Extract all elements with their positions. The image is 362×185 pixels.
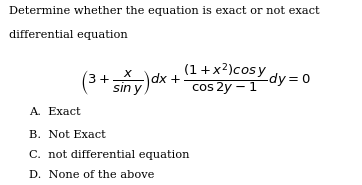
Text: D.  None of the above: D. None of the above <box>29 170 154 180</box>
Text: B.  Not Exact: B. Not Exact <box>29 130 106 139</box>
Text: $\left(3+\dfrac{x}{sin\,y}\right)dx+\dfrac{(1+x^2)cos\,y}{\cos 2y-1}\,dy=0$: $\left(3+\dfrac{x}{sin\,y}\right)dx+\dfr… <box>80 61 311 98</box>
Text: differential equation: differential equation <box>9 30 128 40</box>
Text: Determine whether the equation is exact or not exact: Determine whether the equation is exact … <box>9 6 320 16</box>
Text: A.  Exact: A. Exact <box>29 107 81 117</box>
Text: C.  not differential equation: C. not differential equation <box>29 150 189 160</box>
